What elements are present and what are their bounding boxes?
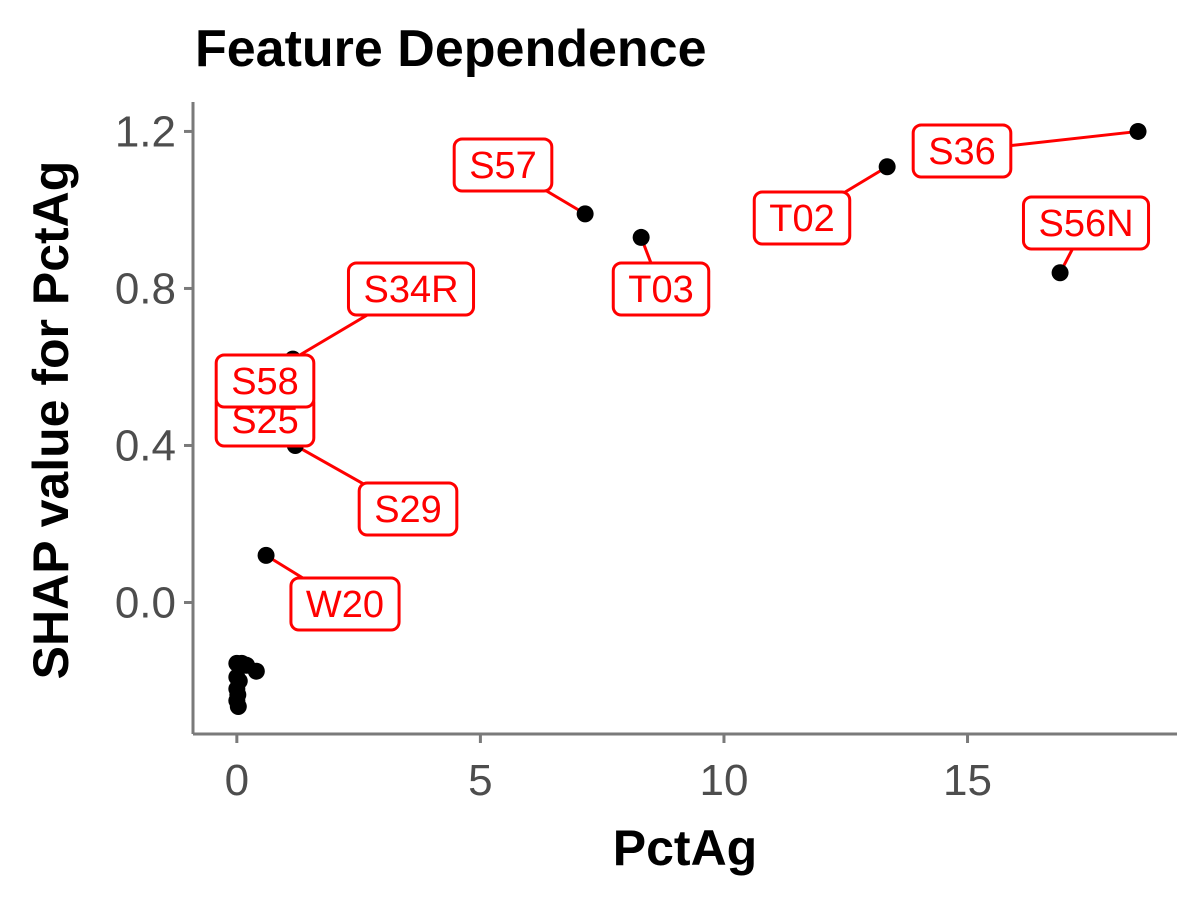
- chart-title: Feature Dependence: [195, 20, 707, 78]
- point-label-text: S29: [374, 489, 442, 531]
- x-tick-label: 15: [943, 756, 992, 805]
- point-label-s56n: S56N: [1021, 195, 1151, 251]
- y-tick-label: 1.2: [115, 107, 176, 156]
- point-label-box: [611, 261, 711, 317]
- data-point: [1051, 264, 1069, 282]
- point-label-text: S56N: [1038, 203, 1133, 245]
- point-label-box: [1021, 195, 1151, 251]
- data-point: [229, 698, 247, 716]
- data-point: [257, 546, 275, 564]
- y-axis-title: SHAP value for PctAg: [23, 161, 79, 680]
- data-point: [1129, 122, 1147, 140]
- point-label-t02: T02: [752, 190, 852, 246]
- point-label-box: [214, 353, 316, 409]
- x-axis-ticks: 0 5 10 15: [225, 734, 992, 805]
- y-axis-ticks: 0.0 0.4 0.8 1.2: [115, 107, 193, 627]
- point-label-text: S34R: [363, 269, 458, 311]
- point-label-text: S36: [928, 131, 996, 173]
- y-tick-label: 0.4: [115, 421, 176, 470]
- point-label-box: [752, 190, 852, 246]
- point-label-box: [911, 123, 1013, 179]
- point-label-t03: T03: [611, 261, 711, 317]
- data-point: [632, 228, 650, 246]
- y-tick-label: 0.0: [115, 578, 176, 627]
- data-point: [878, 158, 896, 176]
- data-point: [247, 662, 265, 680]
- point-label-w20: W20: [289, 576, 401, 632]
- x-tick-label: 5: [468, 756, 492, 805]
- point-label-s58: S58: [214, 353, 316, 409]
- point-label-text: T02: [769, 198, 834, 240]
- point-label-box: [452, 137, 554, 193]
- point-label-box: [357, 481, 459, 537]
- point-label-s29: S29: [357, 481, 459, 537]
- point-label-text: W20: [306, 584, 384, 626]
- point-label-box: [346, 261, 476, 317]
- point-label-text: S57: [469, 145, 537, 187]
- data-point: [576, 205, 594, 223]
- point-label-s36: S36: [911, 123, 1013, 179]
- x-tick-label: 10: [699, 756, 748, 805]
- y-tick-label: 0.8: [115, 264, 176, 313]
- x-axis-title: PctAg: [613, 820, 757, 876]
- point-label-s34r: S34R: [346, 261, 476, 317]
- x-tick-label: 0: [225, 756, 249, 805]
- point-label-box: [289, 576, 401, 632]
- point-label-s57: S57: [452, 137, 554, 193]
- point-label-text: S58: [231, 361, 299, 403]
- point-label-text: T03: [628, 269, 693, 311]
